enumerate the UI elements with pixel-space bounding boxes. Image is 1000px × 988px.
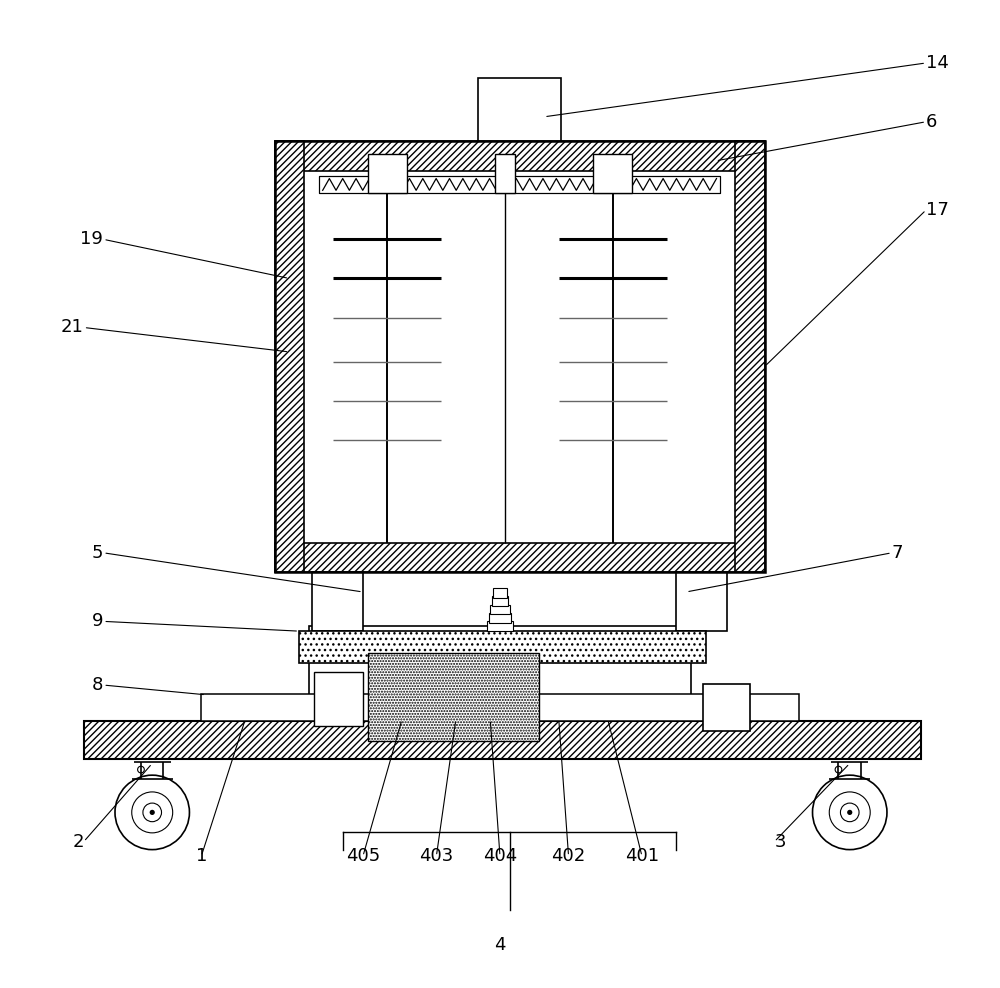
Text: 404: 404 [483, 848, 517, 865]
Text: 401: 401 [625, 848, 659, 865]
Bar [493, 588, 507, 598]
Text: 4: 4 [494, 936, 506, 953]
Bar [201, 694, 799, 721]
Bar [703, 684, 750, 731]
Bar [309, 626, 691, 746]
Bar [368, 154, 407, 194]
Bar [492, 597, 508, 607]
Bar [593, 154, 632, 194]
Bar [478, 78, 561, 141]
Circle shape [150, 810, 155, 815]
Bar [299, 631, 706, 663]
Text: 403: 403 [419, 848, 453, 865]
Text: 2: 2 [72, 833, 84, 851]
Text: 21: 21 [61, 318, 84, 337]
Bar [487, 621, 513, 631]
Bar [275, 141, 304, 572]
Bar [735, 141, 765, 572]
Bar [495, 154, 515, 194]
Bar [275, 543, 765, 572]
Text: 6: 6 [926, 113, 938, 130]
Bar [319, 176, 720, 194]
Text: 17: 17 [926, 201, 949, 219]
Bar [368, 653, 539, 741]
Text: 9: 9 [92, 613, 103, 630]
Text: 1: 1 [196, 848, 207, 865]
Circle shape [847, 810, 852, 815]
Text: 8: 8 [92, 676, 103, 694]
Bar [319, 176, 720, 194]
Text: 3: 3 [774, 833, 786, 851]
Text: 5: 5 [92, 543, 103, 562]
Text: 405: 405 [346, 848, 380, 865]
Bar [490, 605, 510, 615]
Bar [676, 572, 727, 631]
Text: 7: 7 [892, 543, 903, 562]
Text: 14: 14 [926, 54, 949, 72]
Bar [314, 672, 363, 726]
Text: 19: 19 [80, 230, 103, 248]
Bar [489, 613, 511, 622]
Bar [304, 171, 735, 543]
Bar [312, 572, 363, 631]
Bar [275, 141, 765, 171]
Bar [275, 141, 765, 572]
Bar [84, 721, 921, 759]
Text: 402: 402 [551, 848, 586, 865]
